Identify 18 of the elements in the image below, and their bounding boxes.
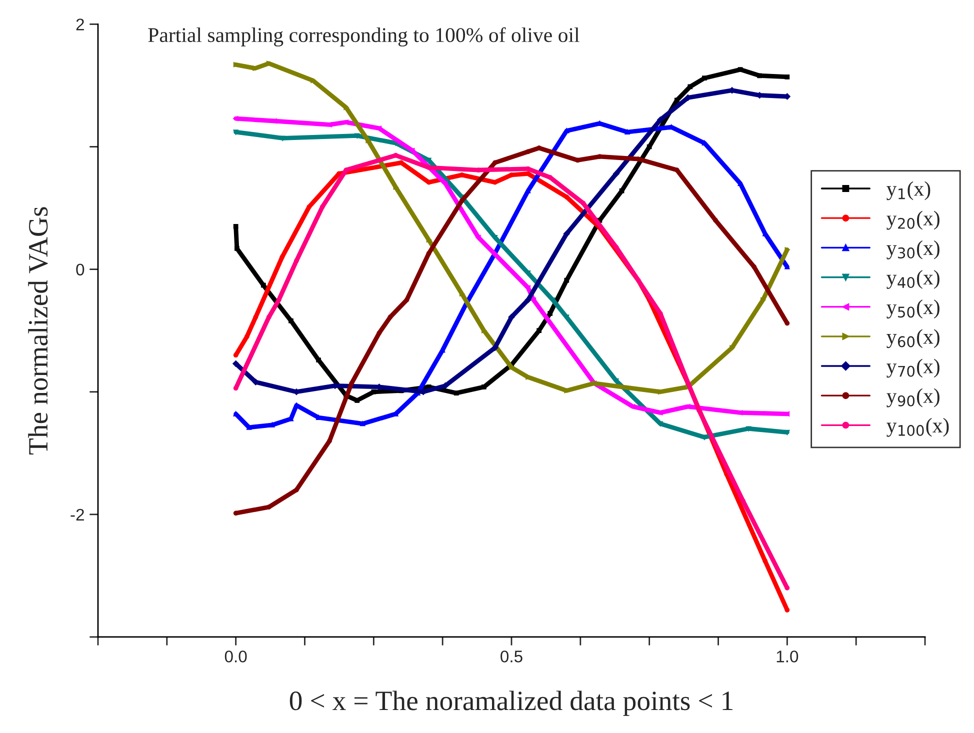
legend-label: y$_{1}$(x) xyxy=(886,181,930,200)
y-tick-label: -2 xyxy=(70,508,84,520)
legend-label: y$_{70}$(x) xyxy=(886,358,940,378)
chart-title: Partial sampling corresponding to 100% of olive oil xyxy=(148,27,580,46)
y-tick-label: 0 xyxy=(76,264,84,276)
y-axis-title: The normalized VAGs xyxy=(28,207,48,455)
legend-label: y$_{60}$(x) xyxy=(886,329,940,348)
legend-label: y$_{20}$(x) xyxy=(886,210,940,230)
legend-label: y$_{100}$(x) xyxy=(886,418,949,437)
y-tick-label: 2 xyxy=(76,18,84,30)
legend-label: y$_{90}$(x) xyxy=(886,388,940,408)
legend-label: y$_{40}$(x) xyxy=(886,270,940,289)
legend-label: y$_{30}$(x) xyxy=(886,240,940,260)
x-tick-label: 0.5 xyxy=(500,650,522,662)
legend-label: y$_{50}$(x) xyxy=(886,300,940,319)
x-tick-label: 1.0 xyxy=(776,650,798,662)
x-axis-title: 0 < x = The noramalized data points < 1 xyxy=(290,690,732,716)
x-tick-label: 0.0 xyxy=(224,650,247,662)
